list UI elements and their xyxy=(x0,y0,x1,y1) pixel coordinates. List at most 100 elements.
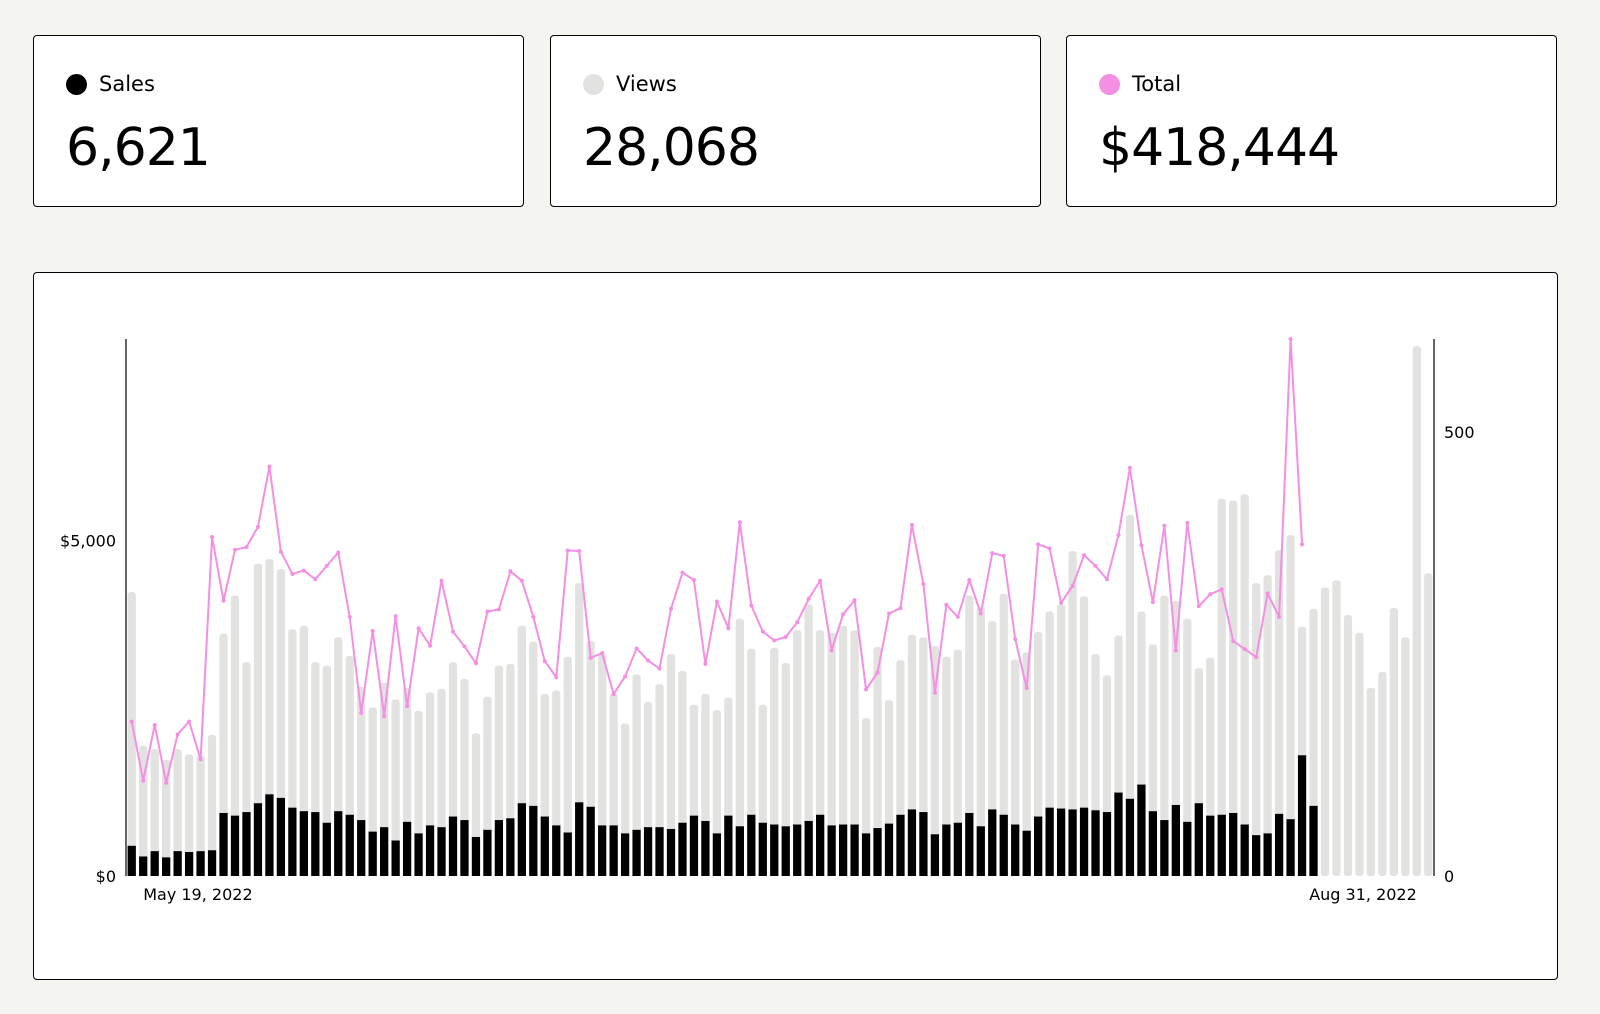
views-bar xyxy=(793,630,802,876)
views-bar xyxy=(838,625,848,876)
sales-bar xyxy=(1022,830,1031,876)
sales-bar xyxy=(1114,792,1123,876)
total-point xyxy=(175,732,180,737)
total-point xyxy=(634,646,639,651)
sales-bar xyxy=(265,794,274,876)
sales-bar xyxy=(575,802,584,876)
left-tick-label: $5,000 xyxy=(60,531,116,550)
views-bar xyxy=(150,749,159,876)
sales-bar xyxy=(712,833,722,876)
total-point xyxy=(485,609,490,614)
total-point xyxy=(1047,546,1052,551)
sales-bar xyxy=(655,827,664,876)
total-point xyxy=(864,687,869,692)
sales-bar xyxy=(517,803,526,876)
total-dot-icon xyxy=(1099,73,1120,95)
total-point xyxy=(737,520,742,525)
sales-bar xyxy=(873,828,882,876)
total-point xyxy=(875,670,880,675)
sales-bar xyxy=(483,829,492,876)
sales-dot-icon xyxy=(66,73,87,95)
views-bar xyxy=(207,734,217,876)
sales-bar xyxy=(460,820,469,876)
views-bar xyxy=(1240,494,1249,876)
total-point xyxy=(1288,337,1293,341)
views-bar xyxy=(598,653,607,876)
views-bar xyxy=(1252,583,1261,876)
total-point xyxy=(921,582,926,587)
x-end-label: Aug 31, 2022 xyxy=(1309,885,1417,904)
sales-label: Sales xyxy=(99,72,155,96)
views-bar xyxy=(1034,631,1043,876)
total-point xyxy=(887,611,891,616)
total-point xyxy=(278,549,283,554)
views-bar xyxy=(1366,687,1376,876)
sales-bar xyxy=(1068,809,1077,876)
total-point xyxy=(508,569,513,574)
sales-bar xyxy=(838,824,848,876)
total-value: $418,444 xyxy=(1099,118,1340,178)
views-bar xyxy=(1355,632,1364,876)
sales-bar xyxy=(425,825,435,876)
total-point xyxy=(1173,648,1178,653)
views-bar xyxy=(965,595,974,876)
views-bar xyxy=(930,646,940,876)
total-point xyxy=(1070,584,1075,589)
sales-bar xyxy=(804,820,813,876)
right-tick-label: 500 xyxy=(1444,423,1475,442)
total-point xyxy=(611,692,616,697)
views-bar xyxy=(563,656,572,876)
views-bar xyxy=(735,618,744,876)
views-bar xyxy=(976,607,985,876)
total-point xyxy=(542,659,547,664)
total-point xyxy=(393,614,398,619)
views-bar xyxy=(391,699,400,876)
sales-bar xyxy=(747,814,756,876)
sales-bar xyxy=(620,833,630,876)
views-bar xyxy=(781,662,790,876)
total-point xyxy=(244,545,249,550)
total-point xyxy=(657,666,662,671)
total-point xyxy=(623,674,628,679)
total-label: Total xyxy=(1132,72,1182,96)
views-bar xyxy=(230,595,240,876)
sales-bar xyxy=(1091,810,1100,876)
views-bar xyxy=(1389,607,1398,876)
sales-bar xyxy=(253,803,263,876)
views-value: 28,068 xyxy=(583,118,760,178)
sales-card: Sales 6,621 xyxy=(33,35,524,207)
total-point xyxy=(1300,542,1305,547)
sales-bar xyxy=(196,851,205,876)
sales-bar xyxy=(207,850,217,876)
total-point xyxy=(496,607,501,612)
views-dot-icon xyxy=(583,73,604,95)
total-point xyxy=(909,522,914,527)
total-point xyxy=(233,547,237,552)
sales-bar xyxy=(242,812,251,876)
total-point xyxy=(588,655,593,660)
sales-bar xyxy=(988,809,997,876)
views-bar xyxy=(1274,550,1284,876)
total-point xyxy=(1242,647,1247,652)
total-point xyxy=(1127,465,1132,470)
views-bar xyxy=(999,593,1008,876)
total-point xyxy=(772,638,777,643)
views-bar xyxy=(1286,535,1295,876)
total-point xyxy=(1013,637,1018,642)
total-point xyxy=(1139,543,1144,548)
total-point xyxy=(290,571,295,576)
views-bar xyxy=(770,647,779,876)
sales-bar xyxy=(781,826,790,876)
total-card: Total $418,444 xyxy=(1066,35,1557,207)
sales-bar xyxy=(1274,813,1284,876)
sales-bar xyxy=(816,814,825,876)
sales-bar xyxy=(861,833,871,876)
total-point xyxy=(669,606,673,611)
total-point xyxy=(1150,600,1155,605)
total-point xyxy=(1265,591,1270,596)
sales-bar xyxy=(471,836,481,876)
sales-bar xyxy=(586,806,595,876)
views-bar xyxy=(1217,498,1226,876)
total-point xyxy=(818,578,823,583)
sales-bar xyxy=(1286,819,1295,876)
